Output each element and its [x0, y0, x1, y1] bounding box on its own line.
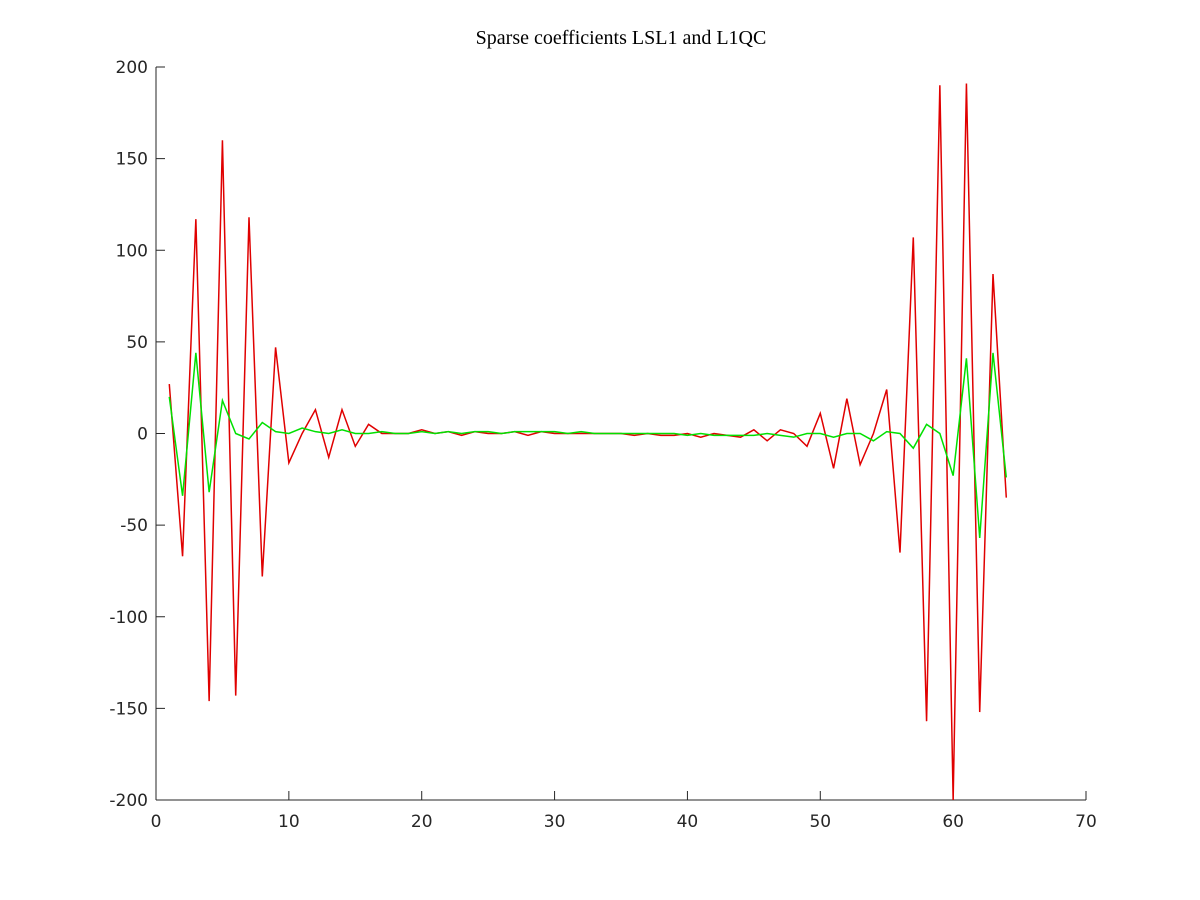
series-line: [168, 83, 1008, 801]
chart-title: Sparse coefficients LSL1 and L1QC: [476, 27, 767, 49]
x-tick-label: 70: [1075, 812, 1097, 832]
x-tick-label: 0: [151, 812, 162, 832]
x-tick-label: 60: [942, 812, 964, 832]
y-tick-label: -100: [109, 608, 148, 628]
y-tick-label: 100: [116, 241, 148, 261]
x-tick-label: 50: [809, 812, 831, 832]
y-tick-label: -50: [120, 516, 148, 536]
y-tick-label: 50: [126, 333, 148, 353]
y-tick-label: -150: [109, 699, 148, 719]
series-line: [168, 352, 1008, 539]
y-tick-label: -200: [109, 791, 148, 811]
y-tick-label: 200: [116, 58, 148, 78]
x-tick-label: 10: [278, 812, 300, 832]
x-tick-label: 40: [677, 812, 699, 832]
y-tick-label: 0: [137, 425, 148, 445]
x-tick-label: 30: [544, 812, 566, 832]
x-tick-label: 20: [411, 812, 433, 832]
y-tick-label: 150: [116, 150, 148, 170]
